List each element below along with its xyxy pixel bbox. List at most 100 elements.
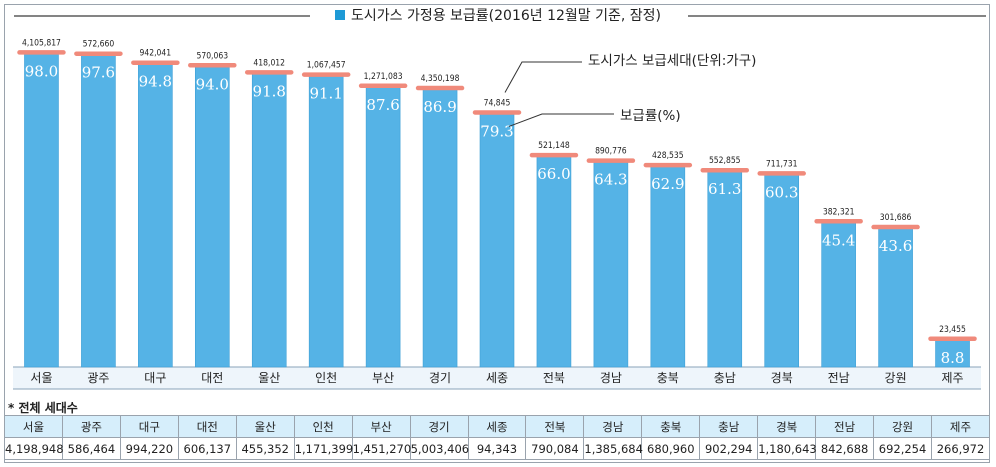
- rate-label-1: 98.0: [25, 62, 58, 80]
- category-label-6: 인천: [315, 370, 337, 385]
- table-value-cell: 692,254: [873, 437, 932, 460]
- rate-label-17: 8.8: [941, 349, 965, 367]
- bar-5: [251, 72, 287, 368]
- household-label-16: 301,686: [880, 213, 912, 223]
- legend-rate-label: 보급률(%): [620, 108, 681, 124]
- household-label-8: 4,350,198: [421, 74, 460, 84]
- household-label-12: 428,535: [652, 151, 684, 161]
- household-label-10: 521,148: [538, 141, 570, 151]
- household-label-4: 570,063: [196, 51, 228, 61]
- rate-label-3: 94.8: [139, 73, 172, 91]
- bar-14: [764, 173, 800, 368]
- rate-label-11: 64.3: [594, 171, 627, 189]
- table-header-cell: 경남: [583, 415, 643, 438]
- chart-title-wrap: 도시가스 가정용 보급률(2016년 12월말 기준, 잠정): [0, 5, 996, 25]
- bar-7: [365, 85, 401, 368]
- rate-label-10: 66.0: [537, 165, 570, 183]
- table-header-cell: 서울: [4, 415, 63, 438]
- household-label-14: 711,731: [766, 159, 798, 169]
- title-square-icon: [334, 10, 345, 20]
- bar-6: [308, 74, 344, 368]
- table-header-cell: 경북: [757, 415, 817, 438]
- category-label-7: 부산: [372, 371, 394, 385]
- rate-label-14: 60.3: [765, 183, 798, 201]
- legend-households-label: 도시가스 보급세대(단위:가구): [588, 53, 757, 69]
- bar-11: [593, 160, 629, 368]
- category-label-11: 경남: [600, 371, 622, 385]
- table-value-cell: 1,385,684: [583, 437, 643, 460]
- table-header-cell: 광주: [61, 415, 121, 438]
- table-values-row: 4,198,948 586,464 994,220 606,137 455,352 1,1…: [4, 437, 990, 460]
- category-label-15: 전남: [828, 371, 850, 385]
- table-value-cell: 790,084: [525, 437, 585, 460]
- table-header-cell: 대구: [119, 415, 179, 438]
- table-header-cell: 경기: [409, 415, 469, 438]
- table-value-cell: 1,451,270: [351, 437, 411, 460]
- bar-4: [194, 64, 230, 368]
- table-header-cell: 세종: [467, 415, 527, 438]
- rate-label-13: 61.3: [708, 180, 741, 198]
- chart-title: 도시가스 가정용 보급률(2016년 12월말 기준, 잠정): [328, 5, 668, 25]
- rate-label-8: 86.9: [423, 98, 456, 116]
- table-value-cell: 680,960: [641, 437, 701, 460]
- table-header-cell: 울산: [235, 415, 295, 438]
- rate-label-7: 87.6: [366, 96, 399, 114]
- category-label-12: 충북: [657, 371, 679, 385]
- chart-title-text: 도시가스 가정용 보급률(2016년 12월말 기준, 잠정): [350, 8, 662, 24]
- household-label-13: 552,855: [709, 156, 741, 166]
- table-value-cell: 606,137: [177, 437, 237, 460]
- total-households-table: 서울 광주 대구 대전 울산 인천 부산 경기 세종 전북 경남 충북 충남 경북 전남 강원 제주 4,198…: [4, 415, 990, 460]
- table-header-cell: 대전: [177, 415, 237, 438]
- table-value-cell: 902,294: [699, 437, 759, 460]
- table-header-cell: 강원: [873, 415, 932, 438]
- table-value-cell: 5,003,406: [409, 437, 469, 460]
- bar-2: [81, 53, 116, 368]
- rate-label-6: 91.1: [309, 85, 342, 103]
- bar-17: [935, 338, 970, 368]
- bar-3: [138, 62, 173, 368]
- table-header-cell: 전북: [525, 415, 585, 438]
- category-label-13: 충남: [714, 371, 736, 385]
- rate-label-15: 45.4: [822, 231, 855, 249]
- household-label-17: 23,455: [939, 325, 966, 335]
- household-label-15: 382,321: [823, 207, 855, 217]
- category-label-1: 서울: [30, 371, 52, 385]
- bar-9: [479, 112, 515, 368]
- rate-label-9: 79.3: [480, 122, 513, 140]
- category-band: [13, 367, 981, 389]
- table-header-cell: 전남: [815, 415, 875, 438]
- bar-8: [422, 87, 458, 368]
- table-header-cell: 인천: [293, 415, 353, 438]
- table-value-cell: 1,171,399: [293, 437, 353, 460]
- category-label-16: 강원: [885, 371, 907, 385]
- household-label-6: 1,067,457: [307, 61, 346, 71]
- table-value-cell: 266,972: [931, 437, 990, 460]
- category-label-4: 대전: [201, 371, 223, 385]
- category-label-14: 경북: [771, 371, 793, 385]
- category-label-10: 전북: [543, 371, 565, 385]
- table-value-cell: 94,343: [467, 437, 527, 460]
- category-label-3: 대구: [144, 371, 166, 385]
- household-label-9: 74,845: [484, 98, 511, 108]
- table-value-cell: 586,464: [61, 437, 121, 460]
- table-header-cell: 제주: [931, 415, 990, 438]
- table-value-cell: 994,220: [119, 437, 179, 460]
- leader-line-rate: [508, 113, 614, 127]
- bar-13: [707, 169, 743, 368]
- household-label-11: 890,776: [595, 147, 627, 157]
- household-label-1: 4,105,817: [22, 38, 61, 48]
- bar-15: [821, 220, 856, 368]
- table-value-cell: 842,688: [815, 437, 875, 460]
- leader-line-households: [504, 61, 582, 93]
- bar-10: [536, 154, 572, 368]
- household-label-3: 942,041: [140, 49, 172, 59]
- category-label-17: 제주: [941, 371, 963, 385]
- category-label-8: 경기: [429, 371, 451, 385]
- bar-1: [24, 52, 59, 368]
- table-value-cell: 455,352: [235, 437, 295, 460]
- rate-label-5: 91.8: [253, 82, 286, 100]
- rate-label-4: 94.0: [196, 75, 229, 93]
- rate-label-2: 97.6: [82, 64, 115, 82]
- household-label-7: 1,271,083: [364, 72, 403, 82]
- bar-16: [878, 226, 913, 368]
